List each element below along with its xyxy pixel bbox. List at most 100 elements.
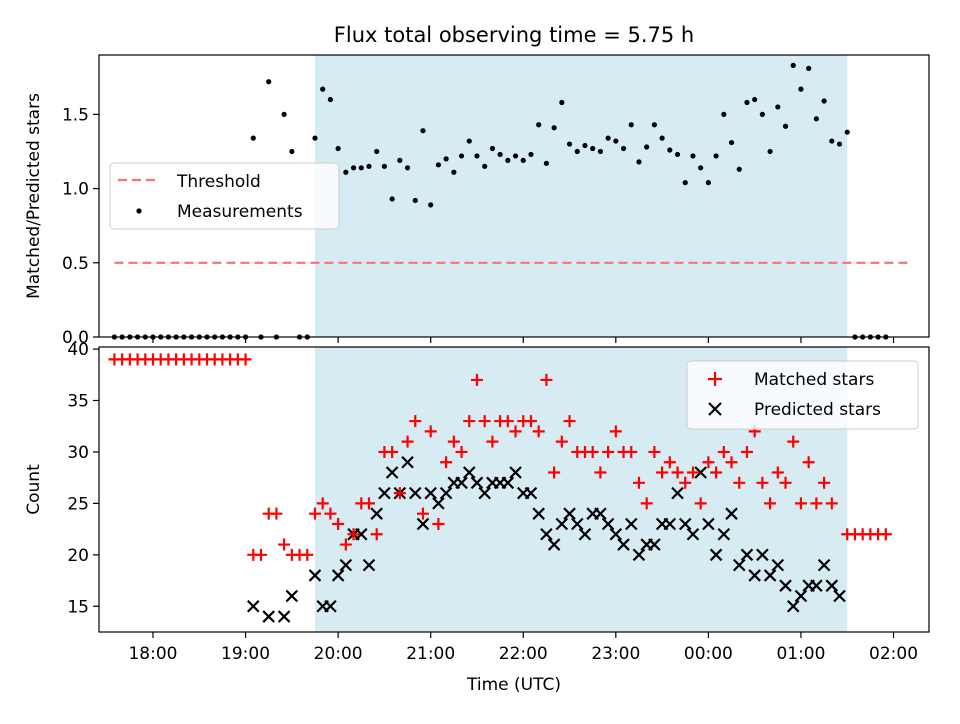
x-tick-label: 02:00 — [869, 644, 918, 664]
legend-measurements-label: Measurements — [177, 202, 303, 222]
measurement-point — [836, 141, 843, 147]
measurement-point — [782, 123, 789, 129]
predicted-star-marker — [354, 527, 368, 541]
predicted-star-marker — [794, 589, 808, 603]
predicted-star-marker — [763, 569, 777, 582]
matched-star-marker — [663, 456, 676, 469]
matched-star-marker — [771, 466, 784, 479]
bottom-plot-frame — [98, 346, 930, 633]
bottom-legend-box — [686, 360, 919, 430]
measurement-point — [690, 153, 696, 159]
predicted-star-marker — [540, 527, 553, 541]
measurement-point — [628, 122, 634, 128]
measurement-point — [327, 96, 334, 103]
matched-star-marker — [424, 425, 437, 438]
measurement-point — [420, 128, 426, 134]
predicted-star-marker — [262, 610, 275, 623]
predicted-star-marker — [285, 589, 299, 603]
x-tick-label: 18:00 — [128, 644, 177, 664]
matched-star-marker — [463, 415, 476, 428]
matched-star-marker — [501, 415, 514, 428]
measurement-point — [451, 169, 457, 175]
matched-star-marker — [432, 517, 445, 530]
measurement-point — [320, 86, 326, 92]
predicted-star-marker — [555, 517, 569, 531]
x-tick-label: 21:00 — [406, 644, 455, 664]
matched-star-marker — [879, 528, 892, 541]
measurement-point — [574, 148, 580, 155]
predicted-star-marker — [378, 486, 391, 500]
bottom-y-label: 20 — [67, 546, 89, 566]
measurement-point — [698, 165, 704, 171]
predicted-star-marker — [756, 548, 769, 562]
measurement-point — [497, 151, 503, 158]
matched-star-marker — [339, 538, 352, 551]
measurement-point — [590, 145, 596, 152]
measurement-point — [682, 180, 688, 186]
matched-star-marker — [818, 476, 831, 489]
measurement-point — [597, 148, 603, 155]
measurement-point — [844, 129, 850, 135]
matched-star-marker — [794, 497, 807, 510]
measurement-point — [721, 111, 727, 117]
matched-stars-points — [108, 353, 892, 561]
matched-star-marker — [524, 415, 537, 428]
predicted-star-marker — [678, 517, 692, 531]
measurement-point — [752, 96, 758, 103]
matched-star-marker — [594, 466, 607, 479]
predicted-star-marker — [408, 486, 422, 500]
x-tick-label: 20:00 — [314, 644, 363, 664]
legend-predicted-swatch — [708, 402, 722, 416]
predicted-star-marker — [671, 486, 684, 500]
predicted-star-marker — [439, 486, 453, 500]
measurement-point — [443, 156, 449, 162]
matched-star-marker — [802, 456, 815, 469]
matched-star-marker — [486, 435, 499, 448]
measurement-point — [551, 125, 557, 131]
measurement-point — [281, 111, 287, 117]
measurement-point — [744, 99, 750, 106]
matched-star-marker — [370, 528, 383, 541]
measurement-point — [536, 122, 542, 128]
predicted-star-marker — [401, 455, 414, 469]
x-tick-label: 01:00 — [776, 644, 825, 664]
measurement-point — [713, 153, 719, 159]
matched-star-marker — [478, 415, 491, 428]
matched-star-marker — [455, 445, 468, 458]
predicted-star-marker — [601, 517, 615, 531]
matched-star-marker — [332, 517, 345, 530]
measurement-point — [266, 79, 272, 85]
measurement-point — [667, 147, 673, 153]
predicted-stars-points — [246, 455, 846, 623]
top-y-axis: 0.0 0.5 1.0 1.5 — [62, 105, 99, 348]
matched-star-marker — [717, 445, 730, 458]
measurement-point — [821, 98, 827, 104]
matched-star-marker — [440, 456, 453, 469]
matched-star-marker — [386, 445, 399, 458]
predicted-star-marker — [732, 558, 746, 572]
matched-star-marker — [671, 466, 684, 479]
matched-star-marker — [540, 373, 553, 386]
matched-star-marker — [602, 445, 615, 458]
predicted-star-marker — [470, 476, 484, 490]
bottom-panel: 15 20 25 30 35 40 18:00 19:00 20:00 21:00 22:00 23… — [24, 340, 930, 695]
measurement-point — [482, 163, 488, 169]
predicted-star-marker — [324, 600, 337, 613]
predicted-star-marker — [455, 476, 468, 490]
x-tick-label: 19:00 — [221, 644, 270, 664]
predicted-star-marker — [594, 507, 607, 520]
predicted-star-marker — [563, 507, 576, 520]
predicted-star-marker — [478, 486, 491, 500]
predicted-star-marker — [532, 507, 545, 520]
predicted-star-marker — [709, 548, 723, 562]
matched-star-marker — [656, 466, 669, 479]
matched-star-marker — [316, 497, 329, 510]
measurement-point — [636, 159, 642, 165]
measurement-point — [505, 157, 511, 163]
measurement-point — [559, 99, 565, 106]
bottom-legend: Matched stars Predicted stars — [686, 360, 919, 430]
measurement-point — [520, 157, 526, 163]
x-tick-label: 00:00 — [684, 644, 733, 664]
predicted-star-marker — [624, 517, 638, 531]
